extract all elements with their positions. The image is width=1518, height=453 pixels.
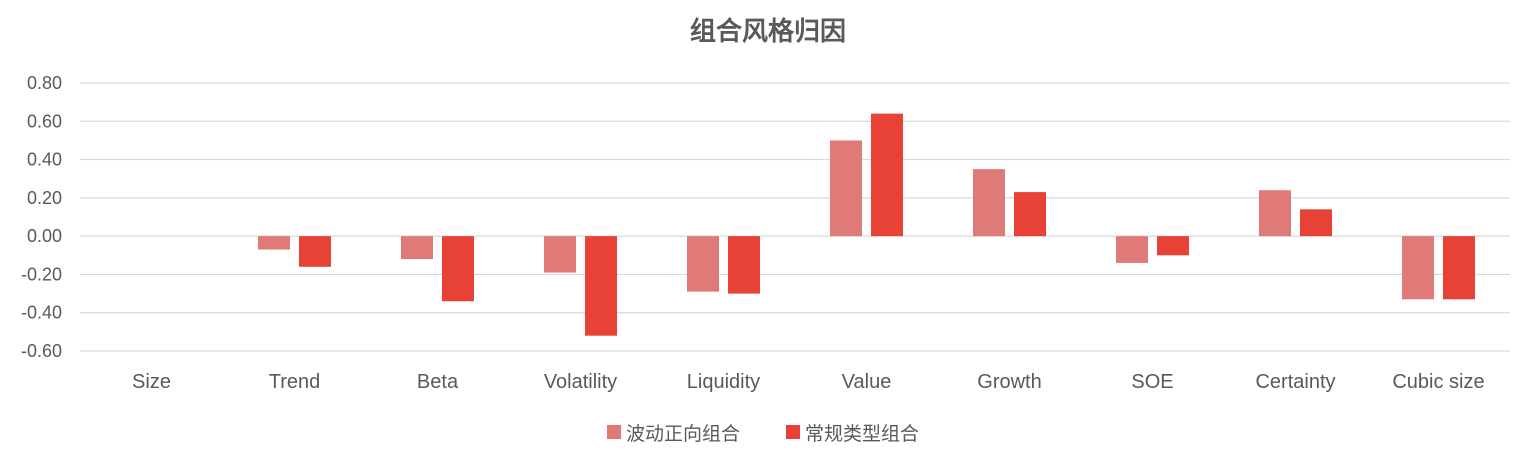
y-tick-label: -0.20 — [21, 264, 62, 284]
y-tick-label: -0.60 — [21, 341, 62, 361]
y-axis-ticks: 0.80 0.60 0.40 0.20 0.00 -0.20 -0.40 -0.60 — [21, 73, 62, 361]
gridlines — [80, 82, 1510, 352]
x-category-label: Liquidity — [687, 371, 760, 393]
bar-series-2-beta — [442, 236, 474, 302]
bar-series-2-liquidity — [728, 236, 760, 294]
bar-series-2-certainty — [1300, 209, 1332, 237]
bar-series-2-value — [871, 113, 903, 237]
bar-series-1-soe — [1116, 236, 1148, 263]
x-category-label: Growth — [977, 371, 1041, 393]
x-category-label: Beta — [417, 371, 459, 393]
x-category-label: Value — [842, 371, 892, 393]
y-tick-label: 0.40 — [27, 150, 62, 170]
x-category-label: Size — [132, 371, 171, 393]
x-category-label: Certainty — [1255, 371, 1335, 393]
bar-series-1-liquidity — [687, 236, 719, 292]
bar-series-1-certainty — [1259, 190, 1291, 237]
bars — [258, 113, 1475, 336]
y-tick-label: 0.60 — [27, 111, 62, 131]
x-axis-categories: Size Trend Beta Volatility Liquidity Value Gro… — [132, 371, 1485, 393]
bar-series-1-volatility — [544, 236, 576, 273]
x-category-label: Cubic size — [1392, 371, 1484, 393]
bar-series-1-cubic-size — [1402, 236, 1434, 300]
legend-swatch-series-2 — [786, 425, 800, 439]
y-tick-label: 0.00 — [27, 226, 62, 246]
bar-series-1-value — [830, 140, 862, 237]
chart-title: 组合风格归因 — [690, 16, 846, 47]
legend-label-series-1: 波动正向组合 — [626, 423, 740, 445]
bar-series-2-cubic-size — [1443, 236, 1475, 300]
y-tick-label: -0.40 — [21, 303, 62, 323]
legend-swatch-series-1 — [607, 425, 621, 439]
bar-series-2-soe — [1157, 236, 1189, 256]
bar-series-1-growth — [973, 169, 1005, 237]
x-category-label: Volatility — [544, 371, 617, 393]
legend[interactable]: 波动正向组合 常规类型组合 — [607, 423, 919, 445]
y-tick-label: 0.80 — [27, 73, 62, 93]
legend-label-series-2: 常规类型组合 — [805, 423, 919, 445]
x-category-label: SOE — [1131, 371, 1173, 393]
bar-series-2-growth — [1014, 192, 1046, 237]
bar-series-1-beta — [401, 236, 433, 260]
y-tick-label: 0.20 — [27, 188, 62, 208]
x-category-label: Trend — [269, 371, 321, 393]
bar-series-1-trend — [258, 236, 290, 250]
bar-series-2-volatility — [585, 236, 617, 336]
bar-series-2-trend — [299, 236, 331, 267]
